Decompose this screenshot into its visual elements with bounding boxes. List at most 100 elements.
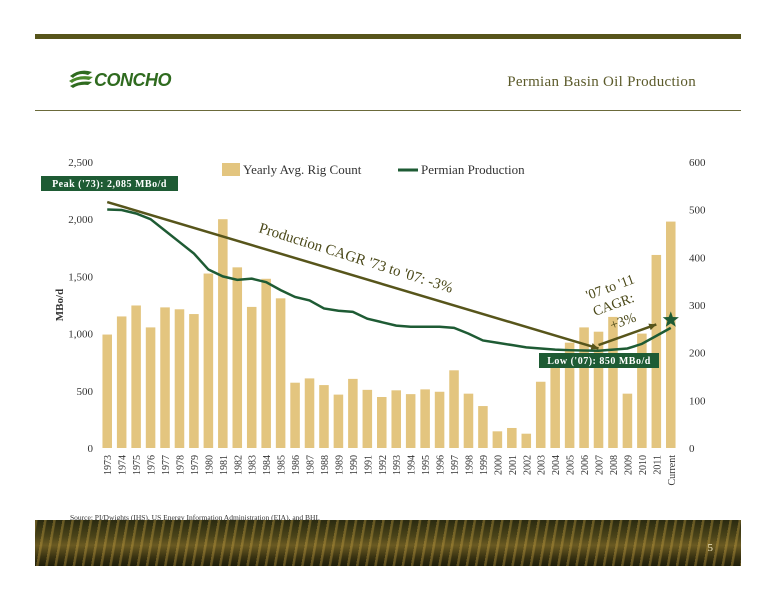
x-tick-label: 1999 [479, 455, 490, 475]
bar-1991 [362, 389, 373, 448]
x-tick-label: 1992 [378, 455, 389, 475]
x-tick-label: 1990 [349, 455, 360, 475]
bar-2009 [622, 393, 633, 448]
page-number: 5 [707, 542, 714, 554]
x-tick-label: 2001 [508, 455, 519, 475]
current-star-icon [662, 311, 679, 327]
bar-2005 [564, 342, 575, 448]
x-tick-label: 1993 [392, 455, 403, 475]
bar-1985 [275, 298, 286, 448]
bar-2004 [550, 366, 560, 448]
x-tick-label: 2002 [522, 455, 533, 475]
x-tick-label: 1987 [306, 455, 317, 475]
cagr-main-annotation: Production CAGR '73 to '07: -3% [257, 221, 455, 297]
bar-1996 [434, 391, 445, 448]
bar-1975 [131, 305, 141, 448]
x-tick-label: 1994 [407, 455, 418, 475]
x-tick-label: 2004 [551, 455, 562, 475]
x-tick-label: 2000 [493, 455, 504, 475]
x-tick-label: 2010 [638, 455, 649, 475]
bar-1983 [246, 306, 257, 448]
bar-1986 [290, 382, 300, 448]
peak-callout-label: Peak ('73): 2,085 MBo/d [52, 179, 167, 190]
x-tick-label: 1989 [334, 455, 345, 475]
concho-logo: CONCHO [66, 64, 196, 98]
bar-1990 [348, 378, 358, 448]
bar-1981 [218, 219, 228, 448]
x-tick-label: 2008 [609, 455, 620, 475]
x-tick-label: 2009 [623, 455, 634, 475]
bar-1995 [420, 389, 430, 448]
x-tick-label: 1978 [175, 455, 186, 475]
legend-swatch-bars [222, 163, 240, 176]
x-tick-label: 1981 [219, 455, 230, 475]
low-callout-label: Low ('07): 850 MBo/d [547, 356, 651, 367]
x-tick-label: 2011 [652, 455, 663, 475]
x-tick-label: 1974 [118, 455, 129, 475]
trend-line-1 [106, 200, 599, 350]
x-tick-label: 1995 [421, 455, 432, 475]
left-tick-label: 2,000 [68, 214, 93, 226]
y-axis-label: MBo/d [54, 289, 66, 321]
bar-2006 [579, 327, 589, 448]
right-tick-label: 0 [689, 443, 695, 455]
bar-1979 [189, 314, 199, 448]
logo-mark-icon [69, 70, 93, 88]
right-tick-label: 300 [689, 300, 706, 312]
cagr-recent-line3: +3% [608, 310, 638, 333]
bar-2002 [521, 433, 532, 448]
trend-arrowhead-2 [648, 323, 657, 331]
x-tick-label: 1983 [248, 455, 259, 475]
x-tick-label: 2006 [580, 455, 591, 475]
bar-1987 [304, 378, 315, 448]
left-tick-label: 1,000 [68, 329, 93, 341]
title-divider [35, 110, 741, 111]
bar-1998 [463, 393, 474, 448]
low-callout-box [539, 353, 659, 368]
top-accent-bar [35, 34, 741, 39]
x-tick-label: 1997 [450, 455, 461, 475]
bar-1989 [333, 394, 344, 448]
x-tick-label: 1980 [204, 455, 215, 475]
x-tick-label: Current [667, 455, 678, 486]
x-tick-label: 1982 [233, 455, 244, 475]
bar-1982 [232, 267, 243, 448]
peak-callout-box [41, 176, 178, 191]
bar-1974 [116, 316, 127, 448]
trend-arrowhead-1 [590, 343, 599, 350]
bar-2003 [535, 381, 546, 448]
x-tick-label: 2003 [537, 455, 548, 475]
bar-1977 [160, 307, 170, 448]
bar-1997 [449, 370, 459, 448]
legend-label-bars: Yearly Avg. Rig Count [243, 162, 362, 177]
bar-1999 [478, 406, 488, 448]
x-tick-label: 2005 [566, 455, 577, 475]
x-tick-label: 1979 [190, 455, 201, 475]
x-tick-label: 1976 [147, 455, 158, 475]
right-tick-label: 200 [689, 348, 706, 360]
bar-Current [666, 221, 676, 448]
bar-1978 [174, 309, 185, 448]
bar-1988 [319, 385, 329, 448]
bar-1980 [203, 273, 214, 448]
grass-texture [35, 520, 741, 566]
left-tick-label: 1,500 [68, 271, 93, 283]
left-tick-label: 500 [77, 386, 94, 398]
right-tick-label: 400 [689, 252, 706, 264]
bar-1973 [102, 334, 112, 448]
x-tick-label: 1996 [436, 455, 447, 475]
x-tick-label: 1984 [262, 455, 273, 475]
logo-text: CONCHO [94, 70, 172, 90]
x-tick-label: 1998 [464, 455, 475, 475]
right-tick-label: 500 [689, 205, 706, 217]
bar-1994 [405, 394, 416, 448]
x-tick-label: 1977 [161, 455, 172, 475]
page-title: Permian Basin Oil Production [507, 74, 696, 90]
left-tick-label: 0 [88, 443, 94, 455]
bar-1992 [377, 396, 387, 448]
x-tick-label: 1988 [320, 455, 331, 475]
bar-2007 [593, 331, 604, 448]
bar-1976 [145, 327, 156, 448]
x-tick-label: 1991 [363, 455, 374, 475]
left-tick-label: 2,500 [68, 157, 93, 169]
